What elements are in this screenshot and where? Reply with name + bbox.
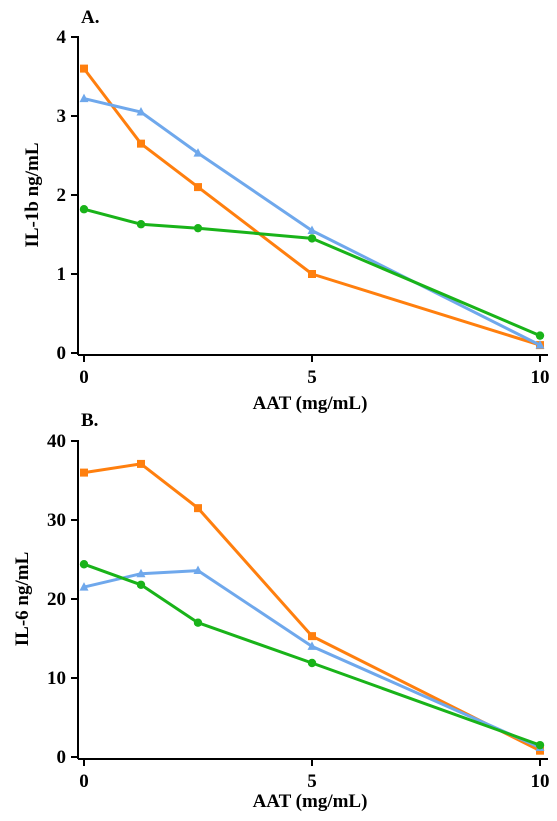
panel-label: A. <box>81 7 99 28</box>
y-tick-label: 30 <box>47 510 66 531</box>
data-point-triangle <box>535 340 545 349</box>
data-point-circle <box>307 658 317 668</box>
series-triangle <box>79 565 545 752</box>
y-axis-title: IL-1b ng/mL <box>22 142 43 247</box>
series-circle <box>79 560 545 750</box>
data-point-triangle <box>193 148 203 157</box>
panel-label: B. <box>81 410 98 431</box>
data-point-square <box>80 468 88 477</box>
x-tick-label: 10 <box>531 771 550 792</box>
series-square <box>80 459 544 755</box>
data-point-circle <box>193 618 203 627</box>
x-tick-label: 5 <box>307 771 317 792</box>
data-point-circle <box>136 220 146 229</box>
data-point-square <box>194 183 202 192</box>
series-circle <box>79 205 545 340</box>
data-point-triangle <box>307 225 317 235</box>
x-tick-label: 0 <box>79 367 89 388</box>
y-tick-label: 3 <box>57 106 67 127</box>
y-tick-label: 20 <box>47 589 66 610</box>
y-tick-label: 0 <box>57 747 67 768</box>
data-point-circle <box>535 740 545 750</box>
y-tick-label: 40 <box>47 431 66 452</box>
x-tick-label: 0 <box>79 771 89 792</box>
chart-panel-a: A. 0 1 2 3 4 0 5 10 AAT (mg/mL) IL-1b ng/mL <box>22 7 550 414</box>
data-point-circle <box>535 331 545 340</box>
y-tick-label: 10 <box>47 668 66 689</box>
data-point-square <box>80 64 88 73</box>
data-point-triangle <box>79 93 89 103</box>
y-tick-label: 4 <box>57 27 67 48</box>
data-point-circle <box>307 234 317 243</box>
y-tick-label: 0 <box>57 343 67 364</box>
series-line <box>82 67 541 347</box>
data-point-square <box>308 270 316 278</box>
data-point-circle <box>136 580 146 589</box>
data-point-square <box>137 459 145 468</box>
series-line <box>83 97 541 347</box>
data-point-circle <box>79 205 89 214</box>
data-point-square <box>137 139 145 148</box>
data-point-triangle <box>307 641 317 650</box>
data-point-triangle <box>193 565 203 575</box>
data-point-triangle <box>136 107 146 116</box>
y-tick-label: 1 <box>57 264 67 285</box>
data-point-circle <box>193 223 203 233</box>
data-point-square <box>308 632 316 641</box>
chart-panel-b: B. 0 10 20 30 40 0 5 10 AAT (mg/mL) IL-6 ng/mL <box>12 410 550 812</box>
x-tick-label: 10 <box>531 367 550 388</box>
series-triangle <box>79 93 545 349</box>
data-point-circle <box>79 560 89 569</box>
x-axis-title: AAT (mg/mL) <box>253 393 368 414</box>
y-tick-label: 2 <box>57 185 67 206</box>
x-axis-title: AAT (mg/mL) <box>253 791 368 812</box>
data-point-triangle <box>136 568 146 578</box>
series-line <box>83 462 541 753</box>
y-axis-title: IL-6 ng/mL <box>12 552 33 647</box>
data-point-square <box>194 504 202 513</box>
data-point-triangle <box>79 582 89 591</box>
x-tick-label: 5 <box>307 367 317 388</box>
